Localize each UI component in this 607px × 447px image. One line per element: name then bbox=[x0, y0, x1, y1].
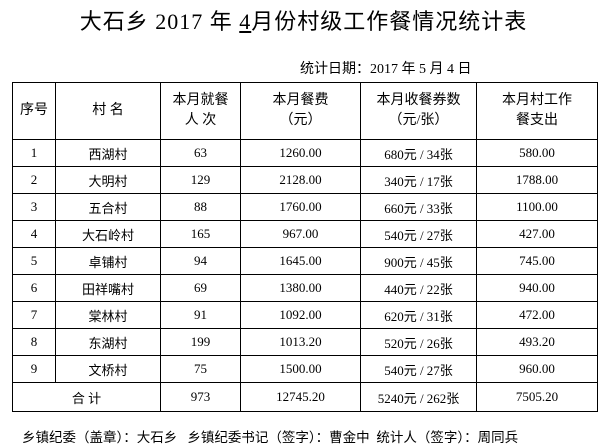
cell: 田祥嘴村 bbox=[55, 274, 161, 302]
header-cell: 村 名 bbox=[55, 82, 161, 140]
cell: 91 bbox=[160, 301, 241, 329]
cell: 1645.00 bbox=[240, 247, 361, 275]
cell: 1 bbox=[12, 139, 56, 167]
cell: 960.00 bbox=[476, 355, 598, 383]
cell: 199 bbox=[160, 328, 241, 356]
cell: 440元 / 22张 bbox=[360, 274, 477, 302]
row: 2 大明村 129 2128.00 340元 / 17张 1788.00 bbox=[12, 166, 598, 194]
header-cell: 本月村工作 餐支出 bbox=[476, 82, 598, 140]
cell: 88 bbox=[160, 193, 241, 221]
cell: 1380.00 bbox=[240, 274, 361, 302]
header-line: 村 名 bbox=[92, 103, 124, 118]
cell: 493.20 bbox=[476, 328, 598, 356]
table: 序号村 名本月就餐人 次本月餐费 （元） 本月收餐券数 （元/张） 本月村工作 餐支出 1 西… bbox=[12, 82, 598, 412]
cell: 1760.00 bbox=[240, 193, 361, 221]
cell: 973 bbox=[160, 382, 241, 412]
cell: 东湖村 bbox=[55, 328, 161, 356]
row: 9 文桥村 75 1500.00 540元 / 27张 960.00 bbox=[12, 355, 598, 383]
header-row: 序号 村 名 本月就餐人 次 本月餐费 （元） 本月收餐券数 （元/张） 本月村工作餐支出 bbox=[12, 82, 598, 140]
total-row: 合 计 973 12745.20 5240元 / 262张 7505.20 bbox=[12, 382, 598, 412]
cell: 大明村 bbox=[55, 166, 161, 194]
header-cell: 本月餐费 （元） bbox=[240, 82, 361, 140]
cell: 1100.00 bbox=[476, 193, 598, 221]
header-cell: 本月就餐人 次 bbox=[160, 82, 241, 140]
cell: 94 bbox=[160, 247, 241, 275]
header-line: （元/张） bbox=[388, 113, 449, 128]
title: 大石乡 2017 年 4月份村级工作餐情况统计表 bbox=[0, 4, 607, 36]
title-suffix: 月份村级工作餐情况统计表 bbox=[251, 9, 528, 34]
title-month: 4 bbox=[239, 9, 252, 34]
cell: 棠林村 bbox=[55, 301, 161, 329]
cell: 6 bbox=[12, 274, 56, 302]
cell: 427.00 bbox=[476, 220, 598, 248]
cell: 680元 / 34张 bbox=[360, 139, 477, 167]
cell: 合 计 bbox=[12, 382, 161, 412]
cell: 520元 / 26张 bbox=[360, 328, 477, 356]
cell: 1500.00 bbox=[240, 355, 361, 383]
cell: 文桥村 bbox=[55, 355, 161, 383]
cell: 540元 / 27张 bbox=[360, 220, 477, 248]
cell: 745.00 bbox=[476, 247, 598, 275]
cell: 472.00 bbox=[476, 301, 598, 329]
cell: 967.00 bbox=[240, 220, 361, 248]
row: 8 东湖村 199 1013.20 520元 / 26张 493.20 bbox=[12, 328, 598, 356]
cell: 大石岭村 bbox=[55, 220, 161, 248]
row: 4 大石岭村 165 967.00 540元 / 27张 427.00 bbox=[12, 220, 598, 248]
cell: 900元 / 45张 bbox=[360, 247, 477, 275]
header-cell: 本月收餐券数 （元/张） bbox=[360, 82, 477, 140]
cell: 1788.00 bbox=[476, 166, 598, 194]
footer: 乡镇纪委（盖章）：大石乡 乡镇纪委书记（签字）：曹金中 统计人（签字）：周同兵 bbox=[22, 430, 519, 445]
cell: 1260.00 bbox=[240, 139, 361, 167]
date: 统计日期：2017 年 5 月 4 日 bbox=[300, 62, 472, 77]
header-cell: 序号 bbox=[12, 82, 56, 140]
header-line: 本月收餐券数 bbox=[376, 93, 461, 108]
row: 3 五合村 88 1760.00 660元 / 33张 1100.00 bbox=[12, 193, 598, 221]
cell: 5240元 / 262张 bbox=[360, 382, 477, 412]
row: 5 卓铺村 94 1645.00 900元 / 45张 745.00 bbox=[12, 247, 598, 275]
cell: 西湖村 bbox=[55, 139, 161, 167]
header-line: 人 次 bbox=[184, 113, 217, 128]
cell: 660元 / 33张 bbox=[360, 193, 477, 221]
row: 7 棠林村 91 1092.00 620元 / 31张 472.00 bbox=[12, 301, 598, 329]
cell: 12745.20 bbox=[240, 382, 361, 412]
cell: 2128.00 bbox=[240, 166, 361, 194]
header-line: 本月餐费 bbox=[272, 93, 329, 108]
cell: 1013.20 bbox=[240, 328, 361, 356]
cell: 3 bbox=[12, 193, 56, 221]
header-line: 序号 bbox=[20, 103, 48, 118]
header-line: 本月就餐 bbox=[172, 93, 229, 108]
cell: 940.00 bbox=[476, 274, 598, 302]
cell: 7 bbox=[12, 301, 56, 329]
title-prefix: 大石乡 2017 年 bbox=[79, 9, 240, 34]
cell: 69 bbox=[160, 274, 241, 302]
cell: 7505.20 bbox=[476, 382, 598, 412]
cell: 540元 / 27张 bbox=[360, 355, 477, 383]
header-line: （元） bbox=[279, 113, 322, 128]
cell: 卓铺村 bbox=[55, 247, 161, 275]
cell: 75 bbox=[160, 355, 241, 383]
cell: 620元 / 31张 bbox=[360, 301, 477, 329]
cell: 8 bbox=[12, 328, 56, 356]
cell: 9 bbox=[12, 355, 56, 383]
row: 6 田祥嘴村 69 1380.00 440元 / 22张 940.00 bbox=[12, 274, 598, 302]
cell: 4 bbox=[12, 220, 56, 248]
cell: 165 bbox=[160, 220, 241, 248]
header-line: 本月村工作 bbox=[502, 93, 572, 108]
cell: 63 bbox=[160, 139, 241, 167]
row: 1 西湖村 63 1260.00 680元 / 34张 580.00 bbox=[12, 139, 598, 167]
cell: 129 bbox=[160, 166, 241, 194]
cell: 2 bbox=[12, 166, 56, 194]
cell: 340元 / 17张 bbox=[360, 166, 477, 194]
cell: 1092.00 bbox=[240, 301, 361, 329]
header-line: 餐支出 bbox=[516, 113, 558, 128]
cell: 580.00 bbox=[476, 139, 598, 167]
cell: 5 bbox=[12, 247, 56, 275]
cell: 五合村 bbox=[55, 193, 161, 221]
